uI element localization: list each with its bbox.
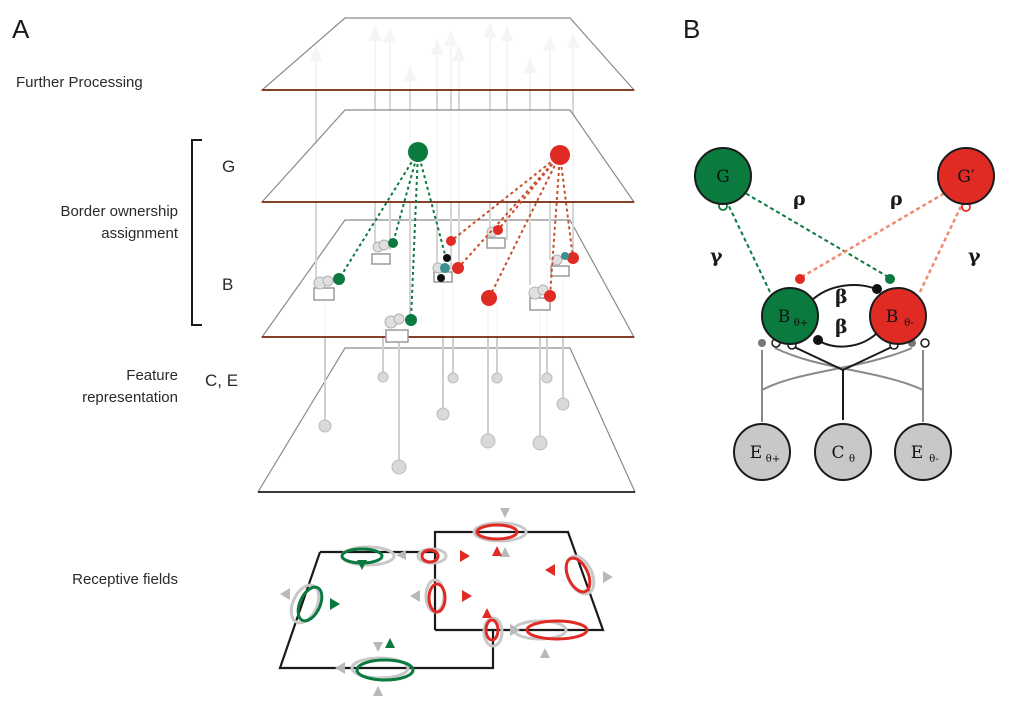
receptive-field-arrows-red xyxy=(460,546,555,618)
rho-line-right xyxy=(799,188,951,280)
level-tag-b: B xyxy=(222,275,233,294)
g-unit-green xyxy=(408,142,428,162)
svg-text:G′: G′ xyxy=(957,167,975,187)
node-e-minus: E θ- xyxy=(894,423,952,481)
terminal-em-bm xyxy=(920,338,930,348)
receptive-field-arrows-gray xyxy=(280,508,613,696)
plane-further-processing xyxy=(260,17,636,91)
node-c: C θ xyxy=(814,423,872,481)
receptive-field-arrows-green xyxy=(330,560,395,648)
beta-arc-bottom xyxy=(817,329,881,348)
weight-beta-bottom: β xyxy=(835,316,848,338)
label-further-processing: Further Processing xyxy=(16,74,143,91)
weight-beta-top: β xyxy=(835,286,848,308)
node-e-plus: E θ+ xyxy=(733,423,791,481)
bracket xyxy=(191,139,202,326)
beta-terminal-bottom xyxy=(813,335,823,345)
terminal-red xyxy=(795,274,805,284)
weight-gamma-left: γ xyxy=(710,245,723,267)
node-g: G xyxy=(694,147,752,205)
panel-b-label: B xyxy=(683,14,700,44)
gamma-line-left xyxy=(725,199,771,293)
level-tag-g: G xyxy=(222,157,235,176)
node-g-prime: G′ xyxy=(937,147,995,205)
plane-feature xyxy=(256,347,636,493)
node-b-plus: B θ+ xyxy=(761,287,819,345)
svg-text:B: B xyxy=(778,307,791,327)
b-units-colored xyxy=(333,225,579,326)
connections-red xyxy=(450,154,574,299)
plane-grouping xyxy=(260,109,636,203)
label-feature-2: representation xyxy=(82,389,178,406)
label-border-ownership-2: assignment xyxy=(101,225,179,242)
svg-text:θ-: θ- xyxy=(904,318,913,329)
label-receptive-fields: Receptive fields xyxy=(72,571,178,588)
gamma-line-right xyxy=(918,199,966,293)
g-unit-red xyxy=(550,145,570,165)
svg-text:B: B xyxy=(886,307,899,327)
c-connections xyxy=(789,344,897,420)
terminal-green xyxy=(885,274,895,284)
beta-terminal-top xyxy=(872,284,882,294)
weight-rho-right: ρ xyxy=(890,188,903,210)
node-b-minus: B θ- xyxy=(869,287,927,345)
svg-text:E: E xyxy=(750,443,762,463)
svg-text:θ: θ xyxy=(849,454,855,465)
feature-units xyxy=(318,371,570,475)
connections-green xyxy=(338,151,448,321)
panel-a-label: A xyxy=(12,14,30,44)
svg-text:θ+: θ+ xyxy=(794,318,808,329)
label-feature-1: Feature xyxy=(126,367,178,384)
svg-text:θ+: θ+ xyxy=(766,454,780,465)
level-tag-ce: C, E xyxy=(205,371,238,390)
weight-gamma-right: γ xyxy=(968,245,981,267)
svg-text:E: E xyxy=(911,443,923,463)
rho-line-left xyxy=(739,189,891,279)
b-units-gray xyxy=(313,226,563,329)
svg-text:θ-: θ- xyxy=(929,454,938,465)
weight-rho-left: ρ xyxy=(793,188,806,210)
terminal-ep-bp xyxy=(758,339,766,347)
svg-text:G: G xyxy=(716,167,730,187)
svg-text:C: C xyxy=(831,443,844,463)
label-border-ownership-1: Border ownership xyxy=(60,203,178,220)
receptive-fields-red xyxy=(420,523,592,642)
ec-connections xyxy=(761,347,924,422)
